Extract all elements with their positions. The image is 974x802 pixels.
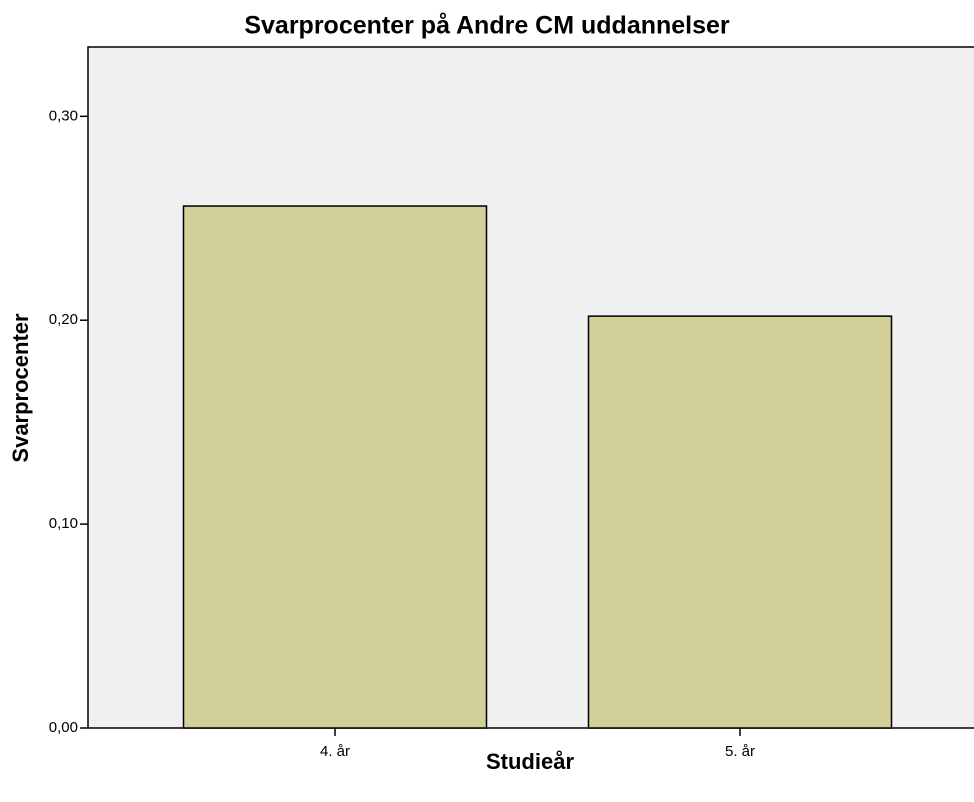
y-tick-label: 0,30 xyxy=(49,107,78,124)
x-tick-label: 4. år xyxy=(320,743,350,760)
x-axis-title: Studieår xyxy=(486,749,574,774)
bar xyxy=(587,315,893,729)
y-tick-label: 0,00 xyxy=(49,719,78,736)
y-axis-title: Svarprocenter xyxy=(8,313,33,463)
bar xyxy=(182,205,488,729)
y-tick-label: 0,20 xyxy=(49,311,78,328)
x-tick-label: 5. år xyxy=(725,743,755,760)
chart-title: Svarprocenter på Andre CM uddannelser xyxy=(244,12,730,40)
y-tick-label: 0,10 xyxy=(49,515,78,532)
